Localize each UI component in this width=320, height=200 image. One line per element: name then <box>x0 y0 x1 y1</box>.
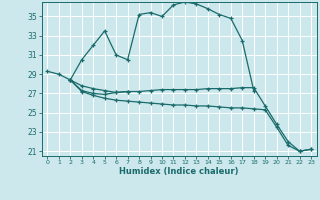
X-axis label: Humidex (Indice chaleur): Humidex (Indice chaleur) <box>119 167 239 176</box>
